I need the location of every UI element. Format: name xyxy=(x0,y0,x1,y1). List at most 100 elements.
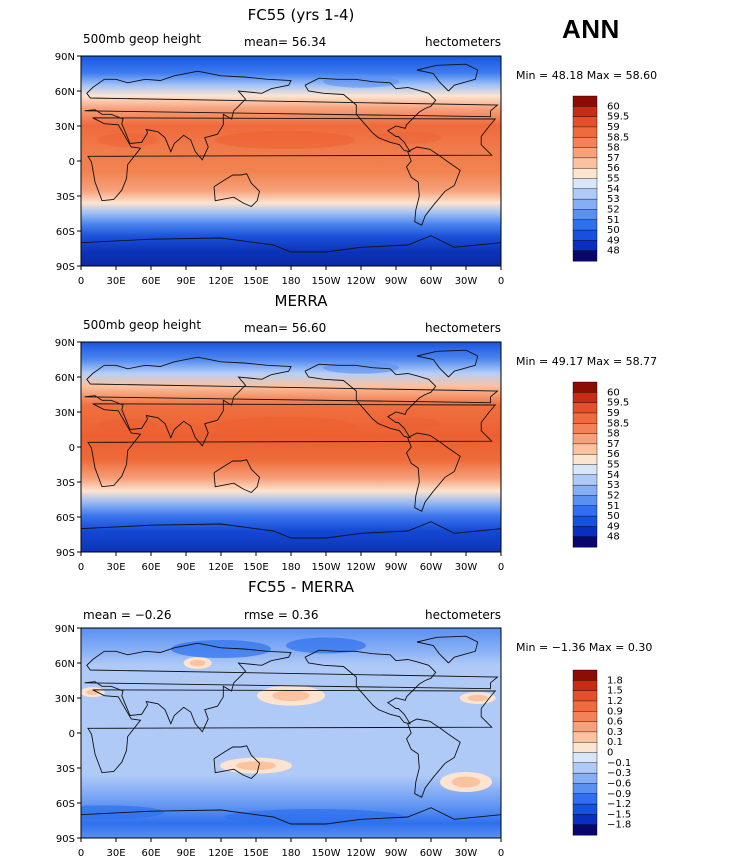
colorbar-label: −0.6 xyxy=(607,778,631,789)
colorbar-box xyxy=(572,116,598,128)
x-tick-label: 180 xyxy=(281,562,300,573)
units-label: hectometers xyxy=(425,321,501,335)
x-tick-label: 120E xyxy=(208,276,233,287)
x-tick-label: 150E xyxy=(243,848,268,859)
y-tick-label: 30N xyxy=(55,408,75,419)
colorbar-box xyxy=(572,741,598,754)
colorbar-box xyxy=(572,515,598,527)
coastline xyxy=(87,403,497,488)
colorbar-label: 50 xyxy=(607,225,620,236)
y-tick-label: 90S xyxy=(56,834,75,845)
y-tick-label: 60S xyxy=(56,799,75,810)
colorbar-box xyxy=(572,680,598,692)
x-tick-label: 30E xyxy=(106,562,125,573)
negative-anomaly xyxy=(286,637,366,654)
field-layer xyxy=(81,56,501,266)
colorbar-label: −1.8 xyxy=(607,820,631,831)
coastline xyxy=(84,642,499,733)
colorbar-box xyxy=(572,412,598,424)
x-tick-label: 90E xyxy=(176,848,195,859)
x-tick-label: 30W xyxy=(455,562,478,573)
x-tick-label: 120W xyxy=(347,562,376,573)
colorbar-box xyxy=(572,814,598,826)
coastline xyxy=(213,459,260,494)
colorbar-label: 58.5 xyxy=(607,418,629,429)
x-tick-label: 0 xyxy=(78,276,84,287)
mean-text: mean = −0.26 xyxy=(83,608,172,622)
colorbar-label: 57 xyxy=(607,153,620,164)
positive-anomaly-core xyxy=(272,690,310,702)
colorbar-label: 56 xyxy=(607,163,620,174)
x-tick-label: 120W xyxy=(347,276,376,287)
coastline xyxy=(416,349,479,378)
y-tick-label: 60N xyxy=(55,659,75,670)
min-max-text: Min = −1.36 Max = 0.30 xyxy=(516,641,652,654)
colorbar-box xyxy=(572,137,598,149)
y-tick-label: 60S xyxy=(56,227,75,238)
colorbar-box xyxy=(572,381,598,393)
x-tick-label: 0 xyxy=(498,276,504,287)
colorbar-box xyxy=(572,198,598,210)
panel-title: FC55 - MERRA xyxy=(248,578,355,596)
coastline xyxy=(416,635,479,664)
x-tick-label: 180 xyxy=(281,848,300,859)
colorbar-box xyxy=(572,433,598,445)
coastline xyxy=(84,70,499,161)
coastline xyxy=(213,745,260,780)
colorbar-box xyxy=(572,484,598,496)
coastline xyxy=(81,807,501,825)
colorbar-box xyxy=(572,157,598,169)
colorbar-label: 53 xyxy=(607,480,620,491)
x-tick-label: 90W xyxy=(385,848,408,859)
colorbar-box xyxy=(572,762,598,774)
colorbar-label: 59.5 xyxy=(607,112,629,123)
colorbar-box xyxy=(572,464,598,476)
x-tick-label: 90W xyxy=(385,276,408,287)
field-max xyxy=(373,131,442,144)
colorbar-label: 53 xyxy=(607,194,620,205)
colorbar-label: 54 xyxy=(607,470,620,481)
x-tick-label: 90E xyxy=(176,562,195,573)
colorbar-box xyxy=(572,793,598,805)
coastline xyxy=(87,117,497,202)
field-min xyxy=(323,75,399,88)
x-tick-label: 150W xyxy=(312,562,341,573)
x-tick-label: 0 xyxy=(498,848,504,859)
units-label: hectometers xyxy=(425,608,501,622)
field-max xyxy=(373,417,442,430)
colorbar-label: 1.2 xyxy=(607,696,623,707)
colorbar-box xyxy=(572,229,598,241)
y-tick-label: 30S xyxy=(56,478,75,489)
colorbar-label: 58.5 xyxy=(607,132,629,143)
positive-anomaly-core xyxy=(189,659,206,667)
x-tick-label: 0 xyxy=(78,562,84,573)
colorbar-box xyxy=(572,505,598,517)
colorbar-box xyxy=(572,526,598,538)
colorbar-label: 60 xyxy=(607,387,620,398)
colorbar-label: 58 xyxy=(607,429,620,440)
negative-anomaly xyxy=(171,640,271,658)
field-layer xyxy=(81,342,501,552)
units-label: hectometers xyxy=(425,35,501,49)
y-tick-label: 90S xyxy=(56,548,75,559)
x-tick-label: 60W xyxy=(420,562,443,573)
field-max xyxy=(215,131,356,149)
colorbar-box xyxy=(572,536,598,548)
y-tick-label: 30S xyxy=(56,192,75,203)
colorbar-label: 51 xyxy=(607,501,620,512)
colorbar-label: 57 xyxy=(607,439,620,450)
colorbar-label: 52 xyxy=(607,490,620,501)
colorbar-label: 52 xyxy=(607,204,620,215)
x-tick-label: 150E xyxy=(243,276,268,287)
panel-3: FC55 - MERRA mean = −0.26 rmse = 0.36 hecto… xyxy=(55,578,653,859)
panel-1: FC55 (yrs 1-4) 500mb geop height mean= 56.… xyxy=(55,6,657,287)
y-tick-label: 0 xyxy=(69,157,75,168)
negative-anomaly xyxy=(224,809,405,825)
colorbar-label: 49 xyxy=(607,235,620,246)
colorbar-box xyxy=(572,803,598,815)
colorbar-label: 48 xyxy=(607,246,620,257)
coastline xyxy=(405,146,461,226)
colorbar-box xyxy=(572,495,598,507)
coastline xyxy=(87,689,497,774)
variable-label: 500mb geop height xyxy=(83,32,201,46)
